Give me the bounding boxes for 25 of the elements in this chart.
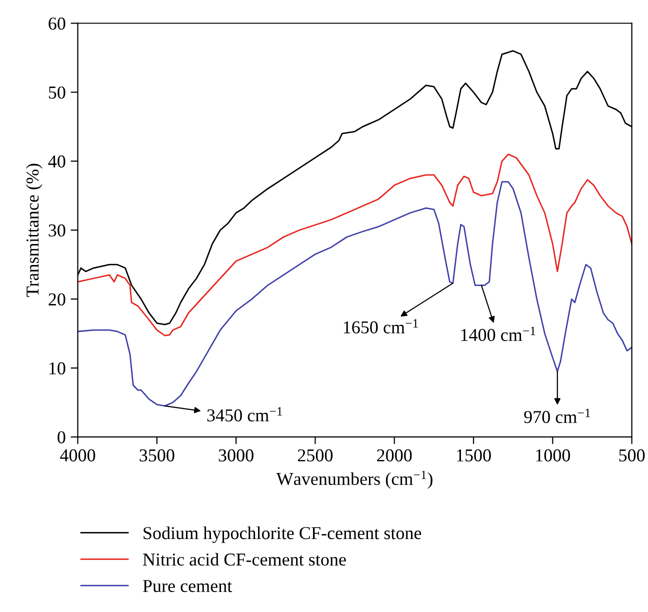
legend-label: Nitric acid CF-cement stone xyxy=(142,552,346,566)
x-tick-label: 1500 xyxy=(457,449,491,462)
x-tick-label: 2500 xyxy=(298,449,333,462)
x-tick-label: 2000 xyxy=(377,449,412,462)
y-tick-label: 10 xyxy=(49,362,66,374)
line-series xyxy=(78,181,632,407)
annotation: 1400 cm$^{−1}$ xyxy=(461,326,536,342)
y-axis-title: Transmittance (%) xyxy=(26,164,42,297)
x-tick-label: 500 xyxy=(619,449,645,462)
y-tick-label: 60 xyxy=(48,18,66,30)
y-tick-label: 20 xyxy=(48,293,66,306)
x-tick-label: 3000 xyxy=(218,449,254,462)
legend-label: Sodium hypochlorite CF-cement stone xyxy=(144,526,422,543)
y-tick-label: 50 xyxy=(48,86,66,99)
x-tick-label: 1000 xyxy=(536,449,570,462)
x-tick-label: 3500 xyxy=(140,449,174,462)
y-tick-label: 30 xyxy=(48,224,66,237)
x-axis-title: Wavenumbers (cm$^{−1}$) xyxy=(276,470,432,489)
y-tick-label: 0 xyxy=(58,431,66,444)
y-tick-label: 40 xyxy=(48,155,66,168)
annotation: 1650 cm$^{−1}$ xyxy=(344,319,418,334)
x-tick-label: 4000 xyxy=(60,449,96,462)
annotation: 970 cm$^{−1}$ xyxy=(524,408,590,424)
legend-label: Pure cement xyxy=(142,580,232,592)
annotation: 3450 cm$^{−1}$ xyxy=(207,407,282,422)
